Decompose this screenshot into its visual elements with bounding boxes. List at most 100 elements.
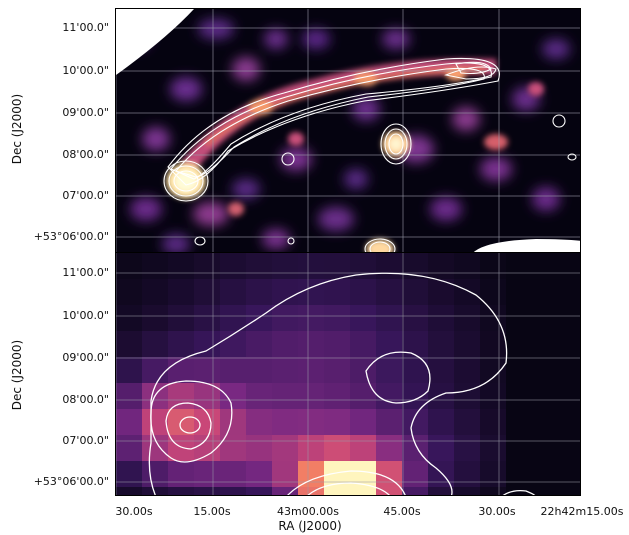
map-pixel bbox=[480, 409, 507, 436]
map-pixel bbox=[116, 357, 143, 384]
top-ytick-4: 08'00.0" bbox=[62, 148, 109, 161]
map-pixel bbox=[194, 253, 221, 280]
top-ytick-6: +53°06'00.0" bbox=[33, 230, 109, 243]
map-pixel bbox=[298, 253, 325, 280]
map-pixel bbox=[454, 357, 481, 384]
map-pixel bbox=[376, 487, 403, 495]
map-pixel bbox=[532, 461, 559, 488]
map-pixel bbox=[428, 253, 455, 280]
map-pixel bbox=[506, 435, 533, 462]
map-pixel bbox=[168, 487, 195, 495]
map-pixel bbox=[532, 279, 559, 306]
xtick-5: 30.00s bbox=[478, 505, 516, 518]
map-pixel bbox=[480, 253, 507, 280]
map-pixel bbox=[298, 487, 325, 495]
map-pixel bbox=[272, 279, 299, 306]
map-pixel bbox=[298, 409, 325, 436]
map-pixel bbox=[402, 331, 429, 358]
map-pixel bbox=[454, 279, 481, 306]
map-pixel bbox=[506, 253, 533, 280]
map-pixel bbox=[558, 461, 580, 488]
map-pixel bbox=[272, 383, 299, 410]
map-pixel bbox=[220, 383, 247, 410]
blank-corner-top-left bbox=[116, 9, 194, 75]
top-ytick-3: 09'00.0" bbox=[62, 106, 109, 119]
map-pixel bbox=[376, 409, 403, 436]
xtick-4: 45.00s bbox=[383, 505, 421, 518]
map-pixel bbox=[142, 305, 169, 332]
map-pixel bbox=[454, 487, 481, 495]
map-pixel bbox=[116, 435, 143, 462]
bottom-ytick-3: 09'00.0" bbox=[62, 351, 109, 364]
map-pixel bbox=[116, 331, 143, 358]
top-y-axis-label: Dec (J2000) bbox=[10, 93, 24, 165]
grid-lines bbox=[116, 253, 580, 495]
map-pixel bbox=[454, 305, 481, 332]
map-pixel bbox=[298, 461, 325, 488]
map-pixel bbox=[168, 461, 195, 488]
grid-lines bbox=[116, 9, 580, 253]
bottom-y-axis-label: Dec (J2000) bbox=[10, 339, 24, 411]
map-pixel bbox=[194, 357, 221, 384]
map-pixel bbox=[350, 357, 377, 384]
map-pixel bbox=[298, 279, 325, 306]
map-pixel bbox=[298, 383, 325, 410]
map-pixel bbox=[532, 357, 559, 384]
map-pixel bbox=[480, 357, 507, 384]
map-pixel bbox=[142, 487, 169, 495]
map-pixel bbox=[532, 409, 559, 436]
map-pixel bbox=[220, 305, 247, 332]
map-pixel bbox=[376, 253, 403, 280]
map-pixel bbox=[246, 279, 273, 306]
map-pixel bbox=[168, 357, 195, 384]
map-pixel bbox=[246, 461, 273, 488]
map-pixel bbox=[272, 357, 299, 384]
map-pixel bbox=[116, 383, 143, 410]
pixelated-emission bbox=[116, 253, 580, 495]
map-pixel bbox=[246, 383, 273, 410]
map-pixel bbox=[246, 331, 273, 358]
map-pixel bbox=[324, 357, 351, 384]
map-pixel bbox=[454, 253, 481, 280]
map-pixel bbox=[480, 487, 507, 495]
map-pixel bbox=[142, 461, 169, 488]
x-axis-label: RA (J2000) bbox=[278, 519, 342, 533]
map-pixel bbox=[142, 279, 169, 306]
map-pixel bbox=[194, 461, 221, 488]
bottom-ytick-2: 10'00.0" bbox=[62, 309, 109, 322]
bottom-ytick-6: +53°06'00.0" bbox=[33, 475, 109, 488]
top-ytick-5: 07'00.0" bbox=[62, 189, 109, 202]
map-pixel bbox=[402, 305, 429, 332]
map-pixel bbox=[324, 383, 351, 410]
map-pixel bbox=[142, 253, 169, 280]
top-ytick-1: 11'00.0" bbox=[62, 21, 109, 34]
map-pixel bbox=[558, 253, 580, 280]
map-pixel bbox=[246, 253, 273, 280]
map-pixel bbox=[558, 331, 580, 358]
map-pixel bbox=[168, 331, 195, 358]
map-pixel bbox=[506, 279, 533, 306]
map-pixel bbox=[402, 357, 429, 384]
map-pixel bbox=[194, 487, 221, 495]
map-pixel bbox=[558, 487, 580, 495]
map-pixel bbox=[376, 383, 403, 410]
bottom-map-panel bbox=[115, 252, 581, 496]
map-pixel bbox=[428, 331, 455, 358]
map-pixel bbox=[376, 357, 403, 384]
map-pixel bbox=[480, 383, 507, 410]
map-pixel bbox=[558, 409, 580, 436]
top-map-image bbox=[116, 9, 580, 253]
xtick-2: 15.00s bbox=[193, 505, 231, 518]
map-pixel bbox=[428, 357, 455, 384]
map-pixel bbox=[454, 331, 481, 358]
bottom-ytick-1: 11'00.0" bbox=[62, 266, 109, 279]
map-pixel bbox=[454, 409, 481, 436]
map-pixel bbox=[558, 435, 580, 462]
map-pixel bbox=[220, 461, 247, 488]
map-pixel bbox=[506, 409, 533, 436]
map-pixel bbox=[454, 435, 481, 462]
map-pixel bbox=[454, 461, 481, 488]
map-pixel bbox=[480, 279, 507, 306]
map-pixel bbox=[428, 409, 455, 436]
top-map-panel bbox=[115, 8, 581, 254]
